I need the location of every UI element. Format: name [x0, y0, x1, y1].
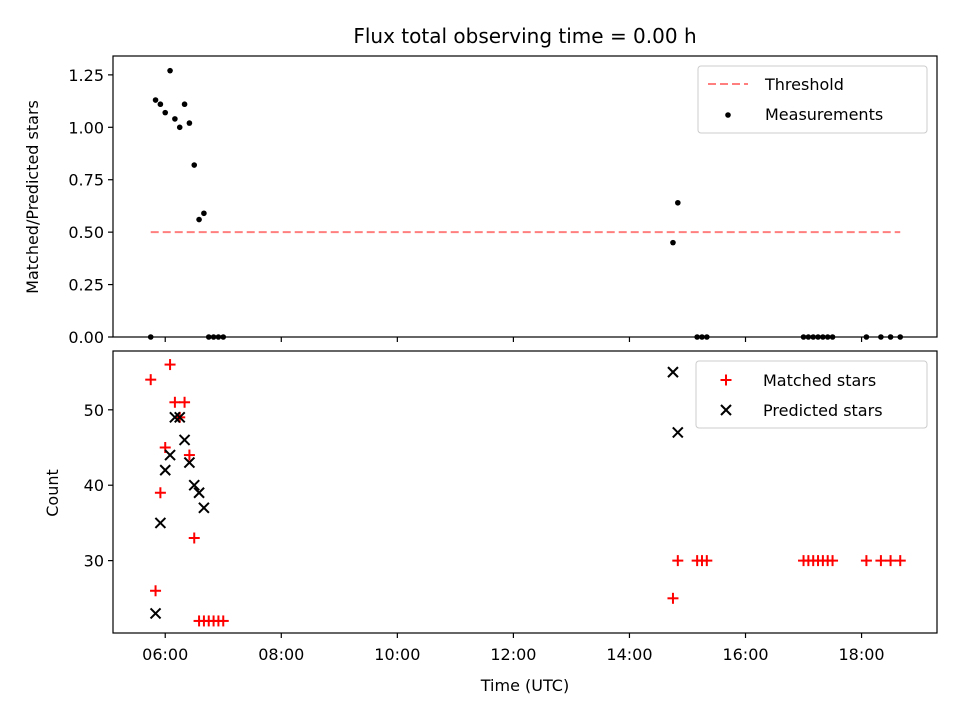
measurement-point	[157, 101, 164, 108]
top-y-tick-label: 0.00	[68, 328, 104, 347]
matched-star-point	[217, 615, 229, 627]
top-plot-frame	[112, 55, 938, 338]
x-tick-label: 12:00	[490, 645, 536, 664]
legend-matched-swatch	[720, 374, 732, 386]
matched-star-point	[154, 487, 166, 499]
measurement-point	[176, 124, 183, 131]
predicted-star-point	[188, 479, 200, 491]
predicted-star-point	[159, 464, 171, 476]
matched-star-point	[672, 555, 684, 567]
chart-title: Flux total observing time = 0.00 h	[353, 24, 696, 48]
x-tick-label: 16:00	[722, 645, 768, 664]
x-tick-label: 14:00	[606, 645, 652, 664]
predicted-star-point	[174, 411, 186, 424]
measurement-point	[162, 109, 169, 116]
measurement-point	[181, 101, 188, 108]
matched-star-point	[827, 555, 839, 567]
top-y-tick-label: 0.75	[68, 171, 104, 190]
matched-star-point	[885, 555, 897, 567]
legend-predicted-swatch	[720, 404, 732, 416]
matched-star-point	[169, 396, 181, 408]
x-tick-label: 10:00	[374, 645, 420, 664]
top-y-axis-label: Matched/Predicted stars	[23, 100, 42, 294]
legend-matched-label: Matched stars	[763, 371, 876, 390]
legend-measurements-label: Measurements	[765, 105, 883, 124]
matched-star-point	[188, 532, 200, 544]
top-legend-box	[697, 65, 928, 134]
top-y-tick-label: 0.25	[68, 276, 104, 295]
x-tick-label: 06:00	[142, 645, 188, 664]
x-axis-label: Time (UTC)	[480, 676, 569, 695]
measurement-point	[191, 162, 198, 168]
bottom-y-tick-label: 50	[84, 401, 104, 420]
predicted-star-point	[667, 366, 679, 378]
matched-star-point	[875, 555, 887, 567]
measurement-point	[186, 120, 193, 126]
top-legend: Threshold Measurements	[697, 65, 928, 134]
bottom-plot: 30 40 50 06:00 08:00 10:00 12:00 14:00 16:00 18:0…	[84, 350, 938, 664]
predicted-star-point	[178, 434, 191, 446]
predicted-star-point	[193, 487, 205, 499]
predicted-star-point	[149, 607, 162, 620]
top-plot: 0.00 0.25 0.50 0.75 1.00 1.25 Threshold Measure…	[68, 55, 938, 347]
legend-predicted-label: Predicted stars	[763, 401, 883, 420]
matched-star-point	[145, 374, 157, 386]
bottom-legend-box	[695, 360, 928, 429]
measurement-point	[196, 216, 202, 223]
matched-star-point	[894, 555, 906, 567]
measurement-point	[152, 97, 159, 103]
predicted-star-point	[198, 502, 210, 514]
measurement-point	[201, 210, 207, 217]
measurement-point	[167, 67, 173, 74]
matched-star-point	[667, 592, 679, 604]
legend-measurements-swatch	[725, 112, 731, 118]
predicted-star-point	[154, 517, 167, 529]
bottom-y-axis-label: Count	[43, 469, 62, 517]
matched-star-point	[701, 555, 713, 567]
top-y-tick-label: 0.50	[68, 223, 104, 242]
measurement-point	[172, 116, 178, 122]
bottom-y-tick-label: 30	[84, 552, 104, 571]
legend-threshold-label: Threshold	[764, 75, 844, 94]
predicted-star-point	[164, 449, 176, 461]
measurement-point	[675, 199, 681, 206]
top-y-tick-label: 1.00	[68, 118, 104, 137]
predicted-star-point	[672, 426, 684, 439]
bottom-legend: Matched stars Predicted stars	[695, 360, 928, 429]
matched-star-point	[150, 585, 162, 597]
measurement-point	[670, 239, 676, 246]
matched-star-point	[179, 396, 191, 408]
bottom-plot-frame	[112, 350, 938, 634]
predicted-star-point	[183, 456, 196, 469]
top-y-tick-label: 1.25	[68, 66, 104, 85]
matched-star-point	[183, 449, 195, 461]
x-tick-label: 18:00	[839, 645, 885, 664]
bottom-y-tick-label: 40	[84, 476, 104, 495]
predicted-star-point	[169, 411, 181, 424]
x-tick-label: 08:00	[258, 645, 304, 664]
matched-star-point	[164, 359, 176, 371]
matched-star-point	[860, 555, 872, 567]
